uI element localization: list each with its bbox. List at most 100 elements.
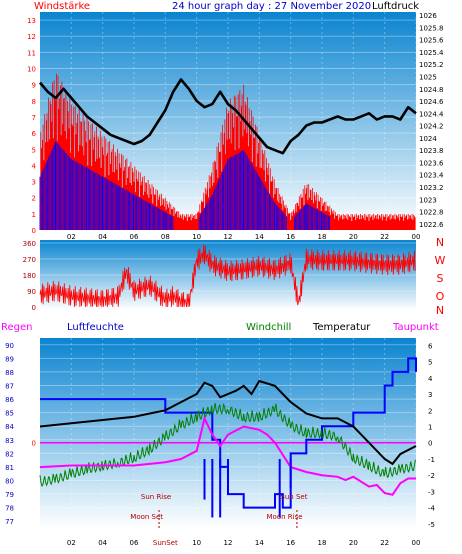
time-tick-label: 00: [412, 539, 421, 547]
windchill-series: [39, 402, 416, 487]
pressure-tick-label: 1024.8: [419, 86, 444, 94]
humidity-tick-label: 82: [5, 450, 14, 458]
wind-tick-label: 9: [32, 82, 36, 90]
legend-regen: Regen: [1, 322, 33, 333]
time-tick-label: 20: [349, 539, 358, 547]
pressure-tick-label: 1025.6: [419, 37, 444, 45]
time-tick-label: 02: [67, 539, 76, 547]
temperature-tick-label: -4: [428, 505, 436, 513]
rain-zero-label: 0: [32, 440, 36, 448]
time-tick-label: 04: [98, 233, 107, 241]
temperature-tick-label: 3: [428, 391, 432, 399]
bottom-panel-grid: [40, 338, 417, 528]
pressure-tick-label: 1024.6: [419, 98, 444, 106]
temperature-tick-label: 2: [428, 407, 432, 415]
pressure-tick-label: 1023.8: [419, 147, 444, 155]
time-tick-label: 08: [161, 233, 170, 241]
humidity-tick-label: 79: [5, 491, 14, 499]
legend-luftfeuchte: Luftfeuchte: [67, 322, 124, 333]
time-tick-label: 04: [98, 539, 107, 547]
temperature-tick-label: -5: [428, 521, 435, 529]
sun-set-label: Sun Set: [280, 493, 307, 501]
time-tick-label: 06: [130, 233, 139, 241]
temperature-tick-label: 0: [428, 440, 432, 448]
humidity-tick-label: 88: [5, 369, 14, 377]
time-tick-label: 16: [286, 233, 295, 241]
compass-label: N: [436, 304, 444, 317]
bottom-time-axis: 02 04 06 10 12 14 16 18 20 22 00 SunSet: [67, 539, 421, 547]
wind-average-series: [39, 141, 330, 230]
pressure-tick-label: 1025: [419, 73, 437, 81]
legend-taupunkt: Taupunkt: [392, 322, 439, 333]
wind-tick-label: 11: [27, 49, 36, 57]
sun-rise-label: Sun Rise: [141, 493, 171, 501]
humidity-axis: 77 78 79 80 81 82 83 84 85 86 87 88 89 90 0: [5, 342, 36, 526]
temperature-tick-label: 1: [428, 424, 432, 432]
direction-tick-label: 0: [32, 304, 36, 312]
direction-tick-label: 360: [23, 240, 36, 248]
wind-tick-label: 12: [27, 33, 36, 41]
wind-tick-label: 8: [32, 98, 36, 106]
pressure-tick-label: 1024: [419, 135, 437, 143]
time-tick-label: 18: [318, 539, 327, 547]
header-luftdruck: Luftdruck: [372, 1, 419, 12]
humidity-tick-label: 80: [5, 478, 14, 486]
dewpoint-series: [39, 415, 416, 496]
temperature-axis: -5 -4 -3 -2 -1 0 1 2 3 4 5 6: [428, 342, 436, 529]
pressure-tick-label: 1023: [419, 196, 437, 204]
compass-label: O: [436, 290, 445, 303]
wind-tick-label: 0: [32, 227, 36, 235]
humidity-tick-label: 86: [5, 396, 14, 404]
pressure-tick-label: 1024.2: [419, 123, 444, 131]
wind-tick-label: 4: [32, 162, 37, 170]
time-tick-label: 16: [286, 539, 295, 547]
wind-tick-label: 7: [32, 114, 36, 122]
top-panel-series: [39, 73, 417, 230]
legend-temperatur: Temperatur: [312, 322, 371, 333]
pressure-tick-label: 1025.8: [419, 24, 444, 32]
humidity-tick-label: 81: [5, 464, 14, 472]
pressure-tick-label: 1023.4: [419, 172, 444, 180]
pressure-tick-label: 1023.6: [419, 159, 444, 167]
humidity-tick-label: 83: [5, 437, 14, 445]
temperature-tick-label: -2: [428, 472, 435, 480]
pressure-tick-label: 1024.4: [419, 110, 444, 118]
humidity-tick-label: 87: [5, 383, 14, 391]
bottom-panel-series: [39, 357, 417, 518]
wind-tick-label: 6: [32, 130, 37, 138]
sunset-axis-label: SunSet: [153, 539, 178, 547]
time-tick-label: 14: [255, 539, 264, 547]
humidity-tick-label: 85: [5, 410, 14, 418]
astro-annotations: Sun Rise Sun Set Moon Set Moon Rise: [130, 493, 308, 528]
humidity-tick-label: 78: [5, 505, 14, 513]
wind-tick-label: 2: [32, 195, 36, 203]
compass-label: W: [435, 254, 446, 267]
time-tick-label: 00: [412, 233, 421, 241]
pressure-tick-label: 1023.2: [419, 184, 444, 192]
pressure-tick-label: 1026: [419, 12, 437, 20]
wind-tick-label: 1: [32, 211, 36, 219]
temperature-tick-label: 5: [428, 359, 432, 367]
bottom-panel-background: [40, 338, 416, 528]
moon-rise-label: Moon Rise: [267, 513, 303, 521]
temperature-tick-label: -1: [428, 456, 435, 464]
compass-label: S: [437, 272, 444, 285]
direction-series: [39, 244, 416, 308]
time-tick-label: 02: [67, 233, 76, 241]
pressure-tick-label: 1025.4: [419, 49, 444, 57]
direction-degree-axis: 0 90 180 270 360: [23, 240, 36, 312]
humidity-tick-label: 89: [5, 355, 14, 363]
pressure-series: [39, 78, 417, 155]
wind-direction-series: [39, 244, 416, 308]
wind-tick-label: 10: [27, 66, 36, 74]
wind-tick-label: 3: [32, 179, 36, 187]
moon-set-label: Moon Set: [130, 513, 163, 521]
humidity-tick-label: 77: [5, 518, 14, 526]
time-tick-label: 22: [380, 539, 389, 547]
humidity-tick-label: 90: [5, 342, 14, 350]
humidity-tick-label: 84: [5, 423, 14, 431]
time-tick-label: 22: [380, 233, 389, 241]
header-windstaerke: Windstärke: [34, 1, 90, 12]
